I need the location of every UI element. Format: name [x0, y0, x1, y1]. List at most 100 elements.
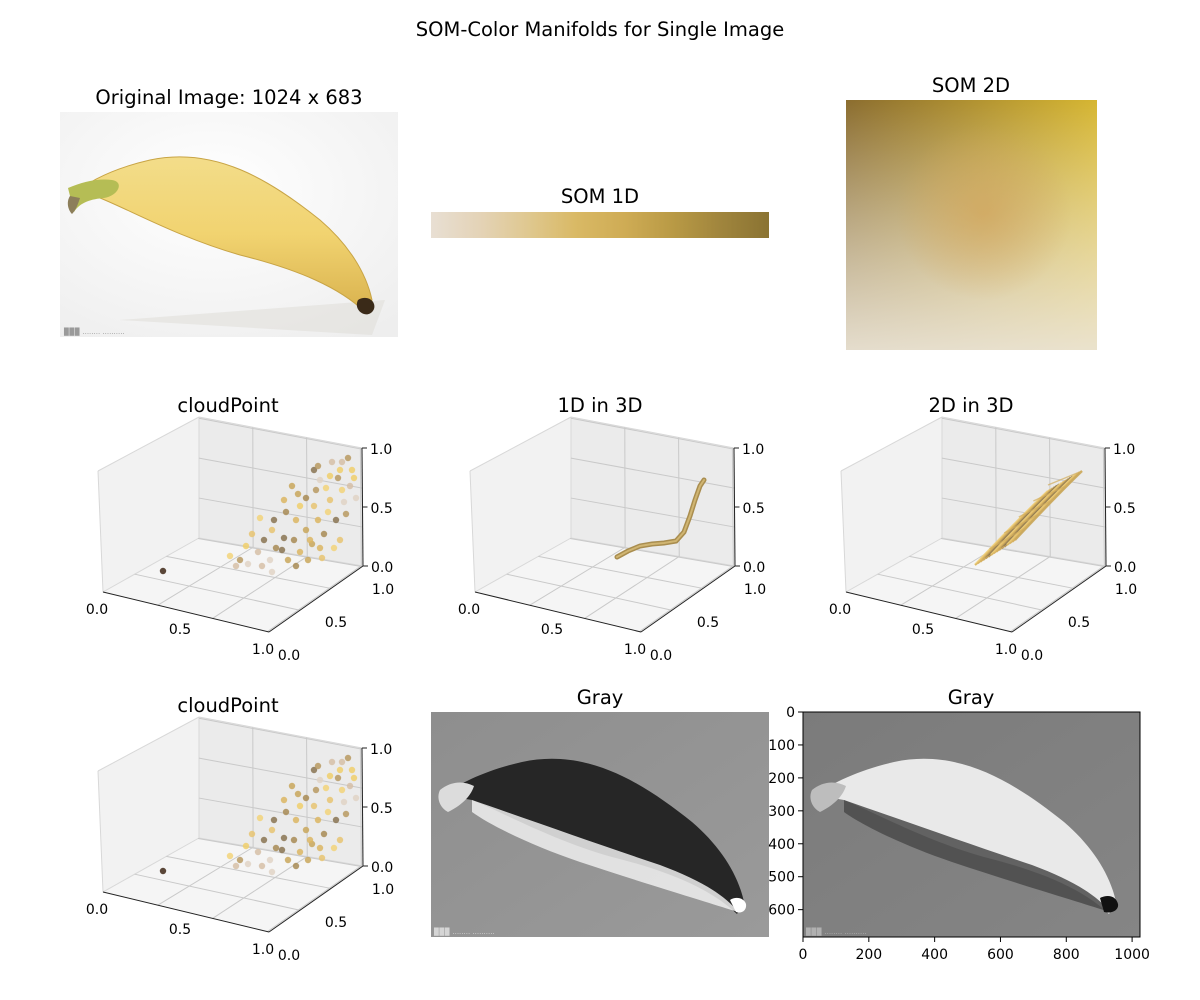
y-axis-line [640, 565, 736, 633]
data-point [304, 556, 312, 564]
pane-edge [469, 470, 476, 593]
som2d-grid [846, 100, 1097, 350]
pane-edge [474, 537, 572, 593]
grid-line [941, 497, 1106, 528]
x-tick-label: 1000 [1114, 947, 1150, 963]
z-tick-label: 0.0 [371, 860, 393, 876]
grid-line [941, 417, 1106, 450]
grid-line [941, 457, 1106, 489]
data-point [348, 766, 356, 774]
grid-line [198, 417, 363, 450]
grid-line [198, 457, 363, 489]
data-point [282, 508, 290, 516]
data-point [294, 790, 302, 798]
z-tick-label: 1.0 [1113, 442, 1135, 458]
data-point [244, 860, 252, 868]
data-point [302, 794, 310, 802]
data-point [316, 476, 324, 484]
grid-line [569, 538, 735, 568]
data-point [310, 466, 318, 474]
x-tick-label: 0.5 [169, 922, 191, 938]
pane-left [98, 417, 199, 592]
data-point [320, 530, 328, 538]
panel-title-som1d: SOM 1D [561, 185, 639, 208]
data-point [270, 516, 278, 524]
grid-line [955, 556, 1051, 619]
y-tick-label: 0.0 [1021, 648, 1043, 664]
panel-som2d: SOM 2D [846, 74, 1097, 350]
data-point [159, 867, 167, 875]
pane-edge [198, 716, 363, 749]
x-tick-label: 1.0 [624, 642, 646, 658]
grid-line [538, 555, 704, 589]
data-point [284, 856, 292, 864]
data-point [336, 466, 344, 474]
data-point [244, 560, 252, 568]
x-tick-label: 600 [987, 947, 1014, 963]
y-axis-line [1011, 565, 1107, 633]
grid-line [212, 556, 308, 619]
som-curve-highlight [616, 479, 705, 558]
data-point [314, 762, 322, 770]
panel-original: Original Image: 1024 x 683 ▉▉▉ ........ … [60, 86, 398, 337]
z-tick-label: 1.0 [742, 442, 764, 458]
data-point [280, 834, 288, 842]
data-point [256, 814, 264, 822]
data-point [312, 486, 320, 494]
pane-edge [97, 770, 104, 893]
x-tick-label: 0.5 [912, 622, 934, 638]
grid-line [909, 555, 1075, 589]
data-point [326, 796, 334, 804]
pane-edge [469, 416, 572, 472]
data-point [316, 544, 324, 552]
pane-edge [840, 470, 847, 593]
grid-line [198, 757, 363, 789]
data-point [352, 494, 360, 502]
y-tick-label: 0.5 [697, 615, 719, 631]
x-axis-line [474, 591, 642, 633]
data-point [322, 784, 330, 792]
data-point [266, 556, 274, 564]
data-point [268, 826, 276, 834]
y-tick-label: 500 [768, 870, 795, 886]
data-point [336, 766, 344, 774]
data-point [292, 562, 300, 570]
grid-line [570, 457, 735, 489]
som-grid-line [1033, 484, 1069, 502]
grid-line [134, 873, 301, 911]
grid-line [570, 497, 735, 528]
pane-left [841, 417, 942, 592]
pane-edge [102, 537, 200, 593]
gray1-image: ▉▉▉ ........ .......... [431, 712, 769, 937]
gray2-axes-frame [802, 711, 1141, 938]
panel-som1d: SOM 1D [431, 185, 769, 238]
data-point [326, 772, 334, 780]
som-grid-line [989, 525, 1029, 550]
panel-title-line3d: 1D in 3D [557, 394, 642, 417]
x-axis-line [845, 591, 1013, 633]
pane-floor [846, 538, 1106, 632]
panel-line3d: 1D in 3D 0.00.51.0 0.00.51.00.00.51.0 [458, 394, 766, 664]
pane-edge [97, 470, 104, 593]
panel-title-cloud2: cloudPoint [177, 694, 279, 717]
data-point [302, 826, 310, 834]
data-point [292, 816, 300, 824]
x-tick-label: 0.0 [86, 902, 108, 918]
data-point [304, 856, 312, 864]
data-point [340, 798, 348, 806]
panel-title-original: Original Image: 1024 x 683 [95, 86, 362, 109]
z-tick-label: 0.0 [1114, 560, 1136, 576]
data-point [268, 868, 276, 876]
data-point [266, 856, 274, 864]
pane-edge [198, 416, 363, 449]
z-tick-label: 1.0 [370, 742, 392, 758]
data-point [332, 816, 340, 824]
data-point [334, 774, 342, 782]
data-point [316, 776, 324, 784]
data-point [350, 774, 358, 782]
grid-line [166, 855, 332, 889]
z-tick-label: 1.0 [370, 442, 392, 458]
panel-title-cloud1: cloudPoint [177, 394, 279, 417]
data-point [314, 462, 322, 470]
y-tick-label: 0 [786, 705, 795, 721]
